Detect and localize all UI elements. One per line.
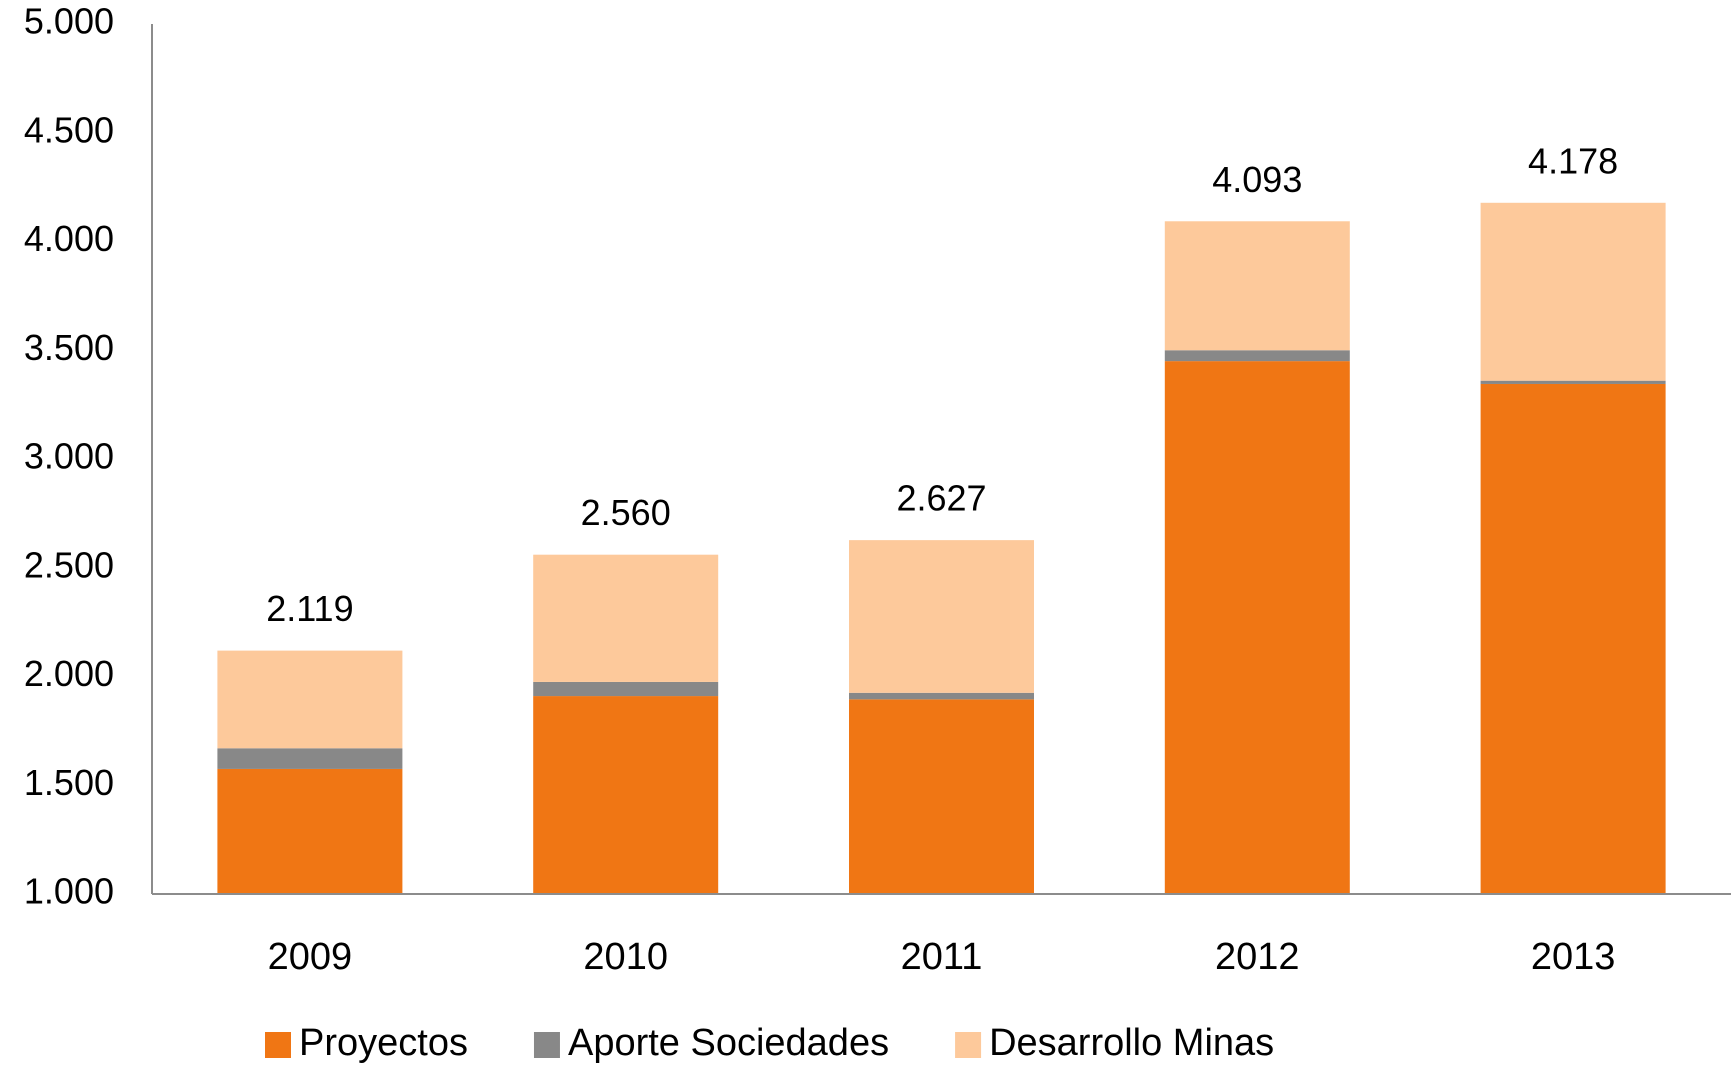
y-tick-label: 2.500	[24, 544, 114, 585]
y-tick-label: 5.000	[24, 1, 114, 42]
total-label: 2.627	[896, 478, 986, 519]
bar-segment	[217, 650, 403, 749]
x-tick-label: 2012	[1215, 936, 1300, 978]
y-tick-label: 4.500	[24, 109, 114, 150]
bar-segment	[533, 554, 719, 682]
bar-segment	[533, 681, 719, 697]
bar-segment	[533, 696, 719, 894]
bar-segment	[217, 768, 403, 894]
bar-segment	[849, 540, 1034, 693]
y-tick-label: 1.500	[24, 762, 114, 803]
y-tick-label: 3.000	[24, 436, 114, 477]
legend-swatch	[533, 1032, 560, 1058]
legend-label: Desarrollo Minas	[989, 1022, 1274, 1064]
legend-label: Aporte Sociedades	[568, 1022, 889, 1064]
bar-segment	[1480, 202, 1666, 381]
legend-label: Proyectos	[299, 1022, 468, 1064]
bar-segment	[849, 699, 1034, 894]
bar-segment	[1164, 221, 1350, 351]
y-tick-label: 4.000	[24, 218, 114, 259]
bar-segment	[1164, 361, 1350, 894]
bar-segment	[1480, 380, 1666, 384]
x-tick-label: 2009	[268, 936, 353, 978]
total-label: 2.560	[581, 492, 671, 533]
x-tick-label: 2010	[583, 936, 668, 978]
y-tick-label: 2.000	[24, 653, 114, 694]
bar-segment	[1164, 350, 1350, 362]
total-label: 4.093	[1212, 159, 1302, 200]
bar-segment	[1480, 383, 1666, 894]
bar-segment	[849, 692, 1034, 700]
x-tick-label: 2013	[1531, 936, 1616, 978]
total-label: 2.119	[266, 588, 353, 629]
total-label: 4.178	[1528, 140, 1618, 181]
x-tick-label: 2011	[901, 936, 983, 978]
legend-swatch	[955, 1032, 982, 1058]
bar-segment	[217, 748, 403, 769]
y-tick-label: 1.000	[24, 871, 114, 912]
y-tick-label: 3.500	[24, 327, 114, 368]
legend-swatch	[265, 1032, 291, 1058]
